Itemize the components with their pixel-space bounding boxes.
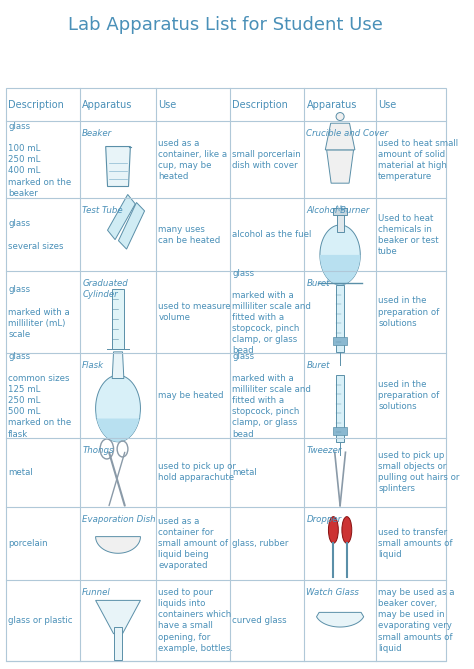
- Text: Used to heat
chemicals in
beaker or test
tube: Used to heat chemicals in beaker or test…: [378, 214, 439, 256]
- Text: many uses
can be heated: many uses can be heated: [158, 225, 221, 245]
- Polygon shape: [325, 123, 355, 150]
- Text: metal: metal: [8, 468, 33, 477]
- Polygon shape: [96, 537, 140, 553]
- Text: curved glass: curved glass: [232, 616, 287, 625]
- Text: used in the
preparation of
solutions: used in the preparation of solutions: [378, 379, 439, 411]
- Text: Funnel: Funnel: [82, 588, 111, 597]
- Text: Apparatus: Apparatus: [82, 100, 133, 110]
- Text: Use: Use: [158, 100, 177, 110]
- Text: Buret: Buret: [307, 361, 330, 369]
- Polygon shape: [112, 352, 124, 379]
- Text: Watch Glass: Watch Glass: [307, 588, 359, 597]
- Text: used to pour
liquids into
containers which
have a small
opening, for
example, bo: used to pour liquids into containers whi…: [158, 588, 233, 653]
- Polygon shape: [320, 255, 360, 285]
- Text: may be heated: may be heated: [158, 391, 224, 399]
- Polygon shape: [106, 147, 130, 187]
- Text: Lab Apparatus List for Student Use: Lab Apparatus List for Student Use: [68, 15, 383, 33]
- Text: used to heat small
amount of solid
material at high
temperature: used to heat small amount of solid mater…: [378, 138, 458, 181]
- Bar: [114, 627, 122, 660]
- Text: Apparatus: Apparatus: [307, 100, 357, 110]
- Text: metal: metal: [232, 468, 257, 477]
- Text: Crucible and Cover: Crucible and Cover: [307, 129, 389, 138]
- Polygon shape: [108, 195, 135, 240]
- Polygon shape: [327, 150, 354, 183]
- Text: alcohol as the fuel: alcohol as the fuel: [232, 230, 312, 240]
- Text: Thongs: Thongs: [82, 446, 114, 455]
- Text: Description: Description: [232, 100, 288, 110]
- Polygon shape: [96, 409, 140, 442]
- Text: Beaker: Beaker: [82, 129, 112, 138]
- Polygon shape: [96, 375, 140, 442]
- Text: Description: Description: [8, 100, 64, 110]
- Text: Dropper: Dropper: [307, 514, 342, 524]
- Text: Alcohol Burner: Alcohol Burner: [307, 207, 370, 215]
- Text: used to pick up
small objects or
pulling out hairs or
splinters: used to pick up small objects or pulling…: [378, 451, 460, 494]
- Ellipse shape: [342, 516, 352, 543]
- Text: porcelain: porcelain: [8, 539, 48, 548]
- Text: glass, rubber: glass, rubber: [232, 539, 289, 548]
- Text: Evaporation Dish: Evaporation Dish: [82, 514, 156, 524]
- Text: used to measure
volume: used to measure volume: [158, 302, 231, 322]
- Polygon shape: [320, 225, 360, 285]
- Text: Test Tube: Test Tube: [82, 207, 123, 215]
- Polygon shape: [317, 612, 364, 627]
- Bar: [336, 375, 344, 442]
- Text: glass

common sizes
125 mL
250 mL
500 mL
marked on the
flask: glass common sizes 125 mL 250 mL 500 mL …: [8, 352, 72, 439]
- Text: used in the
preparation of
solutions: used in the preparation of solutions: [378, 296, 439, 328]
- Text: Use: Use: [378, 100, 396, 110]
- Bar: [333, 427, 347, 435]
- Polygon shape: [96, 600, 140, 634]
- Text: Flask: Flask: [82, 361, 104, 369]
- Text: glass

100 mL
250 mL
400 mL
marked on the
beaker: glass 100 mL 250 mL 400 mL marked on the…: [8, 122, 72, 197]
- Text: Graduated
Cylinder: Graduated Cylinder: [82, 280, 128, 299]
- Text: glass or plastic: glass or plastic: [8, 616, 73, 625]
- Text: glass

marked with a
milliliter scale and
fitted with a
stopcock, pinch
clamp, o: glass marked with a milliliter scale and…: [232, 269, 311, 355]
- Polygon shape: [337, 211, 344, 231]
- Bar: [333, 337, 347, 345]
- Text: used to transfer
small amounts of
liquid: used to transfer small amounts of liquid: [378, 528, 453, 559]
- Text: Tweezer: Tweezer: [307, 446, 342, 455]
- Bar: [112, 289, 124, 349]
- Ellipse shape: [336, 112, 344, 120]
- Text: glass

several sizes: glass several sizes: [8, 219, 64, 250]
- Text: small porcerlain
dish with cover: small porcerlain dish with cover: [232, 150, 301, 170]
- Bar: [336, 286, 344, 352]
- Text: Buret: Buret: [307, 280, 330, 288]
- Text: glass

marked with a
milliliter scale and
fitted with a
stopcock, pinch
clamp, o: glass marked with a milliliter scale and…: [232, 352, 311, 439]
- Text: used as a
container for
small amount of
liquid being
evaporated: used as a container for small amount of …: [158, 516, 228, 570]
- Bar: [333, 208, 347, 215]
- Text: glass

marked with a
milliliter (mL)
scale: glass marked with a milliliter (mL) scal…: [8, 285, 70, 339]
- Text: used to pick up or
hold apparachute: used to pick up or hold apparachute: [158, 462, 236, 482]
- Text: may be used as a
beaker cover,
may be used in
evaporating very
small amounts of
: may be used as a beaker cover, may be us…: [378, 588, 455, 653]
- Bar: [6, 88, 446, 661]
- Polygon shape: [118, 203, 145, 249]
- Ellipse shape: [328, 516, 338, 543]
- Text: used as a
container, like a
cup, may be
heated: used as a container, like a cup, may be …: [158, 138, 228, 181]
